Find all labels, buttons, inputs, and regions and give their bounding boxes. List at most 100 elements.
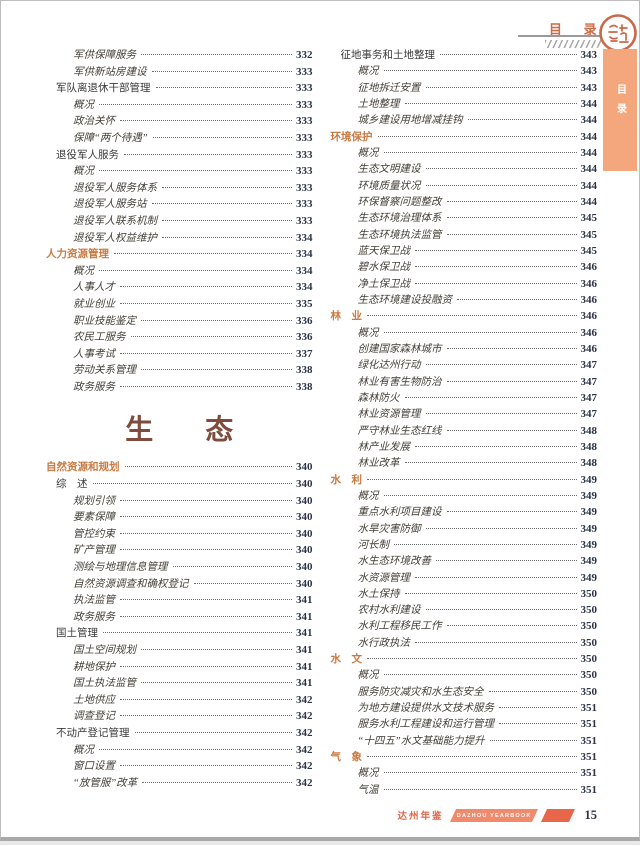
toc-entry: 农村水利建设 350 <box>331 602 598 618</box>
toc-entry: 水资源管理 349 <box>331 570 598 586</box>
toc-entry-page-number: 340 <box>296 461 313 474</box>
toc-entry: 城乡建设用地增减挂钩 344 <box>331 112 598 128</box>
dot-leader <box>103 632 292 634</box>
toc-entry-label: 林业改革 <box>357 458 400 470</box>
toc-entry-page-number: 346 <box>580 261 598 274</box>
toc-entry: 概况 351 <box>331 765 598 781</box>
toc-entry: 水土保持 350 <box>331 586 598 602</box>
dot-leader <box>99 170 292 172</box>
toc-entry-label: 环境保护 <box>330 131 373 143</box>
toc-entry-page-number: 351 <box>580 718 598 731</box>
toc-entry-label: 概况 <box>357 327 379 339</box>
toc-entry: 环境质量状况 344 <box>331 178 598 194</box>
toc-entry: 林业资源管理 347 <box>331 406 598 422</box>
dot-leader <box>141 682 292 684</box>
toc-entry-page-number: 340 <box>296 577 313 590</box>
toc-entry-label: 水利工程移民工作 <box>357 621 442 633</box>
toc-entry-label: 概况 <box>357 490 379 502</box>
toc-entry: 为地方建设提供水文技术服务 351 <box>331 700 598 716</box>
toc-entry-page-number: 341 <box>296 610 313 623</box>
toc-entry-label: 测绘与地理信息管理 <box>73 562 168 574</box>
toc-entry-page-number: 338 <box>296 380 313 393</box>
toc-entry-page-number: 342 <box>296 760 313 773</box>
toc-entry-label: 概况 <box>357 670 379 682</box>
side-tab-toc[interactable]: 目录 <box>603 49 637 171</box>
dot-leader <box>162 236 292 238</box>
toc-entry: 林业改革 348 <box>331 455 598 471</box>
toc-entry-page-number: 333 <box>296 214 313 227</box>
dot-leader <box>404 462 577 464</box>
toc-entry-label: 国土空间规划 <box>73 645 136 656</box>
toc-entry-page-number: 341 <box>296 594 313 607</box>
toc-entry: 林 业 346 <box>331 308 598 324</box>
toc-entry-page-number: 349 <box>580 571 598 584</box>
toc-entry-page-number: 345 <box>580 244 598 257</box>
dot-leader <box>415 641 577 643</box>
toc-entry-label: 林产业发展 <box>357 441 411 453</box>
dot-leader <box>120 665 292 667</box>
dot-leader <box>425 168 577 170</box>
toc-entry-page-number: 350 <box>580 636 598 649</box>
dot-leader <box>124 466 292 468</box>
toc-entry-page-number: 344 <box>580 114 598 127</box>
dot-leader <box>172 566 292 568</box>
toc-entry-label: 概况 <box>357 147 379 159</box>
dot-leader <box>383 772 577 774</box>
toc-entry-page-number: 341 <box>296 677 313 690</box>
toc-entry-label: 退役军人服务站 <box>73 199 147 211</box>
dot-leader <box>120 765 292 767</box>
toc-entry-label: 人事人才 <box>73 282 115 294</box>
toc-entry-page-number: 344 <box>580 97 598 110</box>
dot-leader <box>120 615 292 617</box>
toc-entry-page-number: 347 <box>580 391 598 404</box>
dot-leader <box>120 499 292 501</box>
dot-leader <box>383 70 577 72</box>
toc-entry-page-number: 349 <box>580 506 598 519</box>
dot-leader <box>383 331 577 333</box>
toc-entry: 水利工程移民工作 350 <box>331 618 598 634</box>
toc-entry-page-number: 333 <box>296 131 313 144</box>
toc-entry-label: 水土保持 <box>357 588 400 600</box>
toc-entry-label: 生态环境建设投融资 <box>357 294 453 306</box>
toc-entry: 职业技能鉴定 336 <box>46 313 313 330</box>
toc-entry-label: 城乡建设用地增减挂钩 <box>357 115 463 127</box>
dot-leader <box>124 153 292 155</box>
dot-leader <box>415 249 577 251</box>
toc-entry-label: 环境质量状况 <box>357 180 421 192</box>
toc-entry: 水行政执法 350 <box>331 635 598 651</box>
toc-entry-page-number: 332 <box>296 49 313 61</box>
toc-entry: 创建国家森林城市 346 <box>331 341 598 357</box>
toc-entry-label: 征地拆迁安置 <box>357 82 421 94</box>
toc-entry-page-number: 333 <box>296 148 313 161</box>
toc-entry: 水生态环境改善 349 <box>331 553 598 569</box>
dot-leader <box>404 102 577 104</box>
toc-entry-page-number: 333 <box>296 198 313 211</box>
dot-leader <box>446 625 577 627</box>
footer-banner-accent <box>540 808 575 822</box>
toc-entry: 水 利 349 <box>331 472 598 488</box>
dot-leader <box>114 253 292 255</box>
toc-entry-label: 管控约束 <box>73 528 115 540</box>
dot-leader <box>99 748 292 750</box>
toc-entry-page-number: 340 <box>296 478 313 491</box>
toc-entry-page-number: 336 <box>296 331 313 344</box>
dot-leader <box>467 119 577 121</box>
toc-entry-page-number: 341 <box>296 644 313 656</box>
footer-banner-english: DAZHOU YEARBOOK <box>449 808 538 822</box>
toc-entry-label: 国土执法监管 <box>73 678 136 690</box>
toc-entry-page-number: 341 <box>296 660 313 673</box>
toc-entry-page-number: 334 <box>296 264 313 277</box>
dot-leader <box>120 532 292 534</box>
toc-entry-label: 政务服务 <box>73 381 115 393</box>
dot-leader <box>488 690 577 692</box>
toc-entry-label: 概况 <box>357 768 379 780</box>
toc-entry-page-number: 344 <box>580 163 598 176</box>
toc-entry: 土地整理 344 <box>331 96 598 112</box>
footer-book-title-en: DAZHOU YEARBOOK <box>456 812 531 818</box>
toc-entry: 环境保护 344 <box>331 129 598 145</box>
dot-leader <box>130 336 292 338</box>
toc-entry: 水 文 350 <box>331 651 598 667</box>
toc-entry: 就业创业 335 <box>46 296 313 313</box>
dot-leader <box>415 576 577 578</box>
toc-entry-page-number: 351 <box>580 751 598 764</box>
